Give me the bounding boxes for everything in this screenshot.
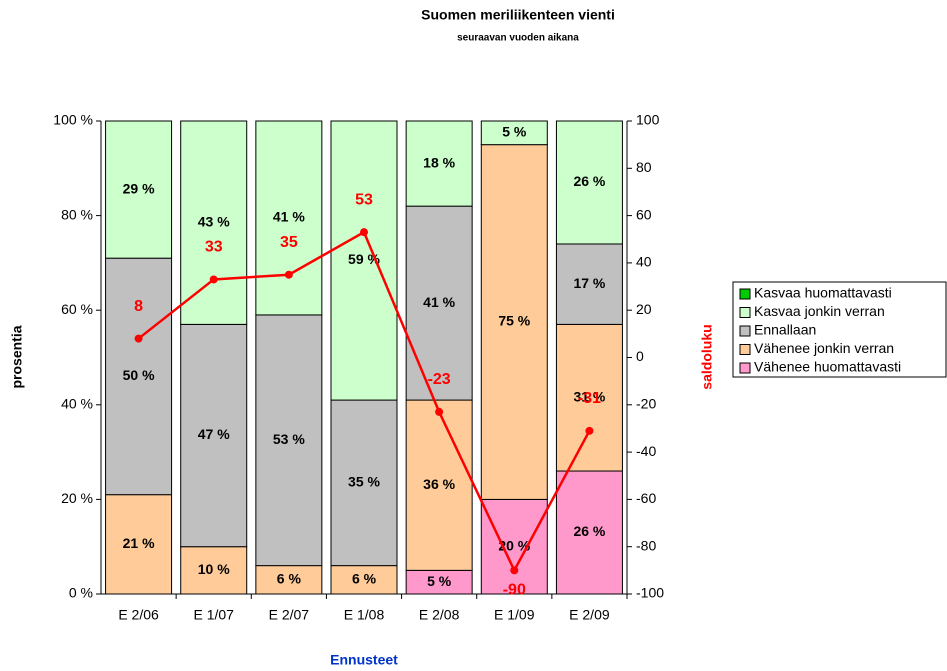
line-point <box>435 407 444 416</box>
legend-label: Kasvaa huomattavasti <box>754 285 892 301</box>
bar-value-label: 20 % <box>498 537 530 553</box>
y2-tick-label: 60 <box>636 206 652 222</box>
bar-value-label: 31 % <box>573 388 605 404</box>
y-tick-label: 80 % <box>61 206 93 222</box>
y2-tick-label: -20 <box>636 396 656 412</box>
line-value-label: 33 <box>205 239 223 256</box>
bar-value-label: 35 % <box>348 474 380 490</box>
legend-box <box>732 281 947 378</box>
chart-title: Suomen meriliikenteen vienti <box>421 7 615 23</box>
x-tick-label: E 2/07 <box>269 607 310 623</box>
bar-segment <box>555 470 623 595</box>
line-value-label: 53 <box>355 191 373 208</box>
legend-swatch <box>739 362 751 374</box>
y2-tick-label: 80 <box>636 159 652 175</box>
y-axis-title: prosentia <box>9 325 25 388</box>
x-tick-label: E 2/08 <box>419 607 460 623</box>
bar-segment <box>405 120 473 207</box>
bar-segment <box>405 399 473 571</box>
y2-tick-label: -40 <box>636 443 656 459</box>
y2-axis-title: saldoluku <box>699 324 715 389</box>
bar-value-label: 41 % <box>423 294 455 310</box>
legend-swatch <box>739 325 751 337</box>
bar-value-label: 6 % <box>352 571 377 587</box>
bar-segment <box>255 314 323 567</box>
bar-value-label: 36 % <box>423 476 455 492</box>
bar-value-label: 43 % <box>198 213 230 229</box>
bar-value-label: 18 % <box>423 154 455 170</box>
bar-value-label: 5 % <box>427 573 452 589</box>
legend-swatch <box>739 288 751 300</box>
line-value-label: 8 <box>134 298 143 315</box>
bar-segment <box>105 494 173 595</box>
line-value-label: -31 <box>578 390 601 407</box>
legend-swatch <box>739 344 751 355</box>
bar-value-label: 5 % <box>502 124 527 140</box>
y2-tick-label: 40 <box>636 254 652 270</box>
bar-segment <box>330 565 398 595</box>
bar-value-label: 75 % <box>498 313 530 329</box>
y2-tick-label: 0 <box>636 348 644 364</box>
y-tick-label: 40 % <box>61 396 93 412</box>
y-tick-label: 60 % <box>61 301 93 317</box>
bar-segment <box>180 120 248 325</box>
bar-segment <box>555 243 623 325</box>
legend-label: Kasvaa jonkin verran <box>754 303 885 319</box>
bar-segment <box>255 565 323 595</box>
bar-segment <box>405 205 473 401</box>
line-value-label: -23 <box>428 371 451 388</box>
y2-tick-label: -80 <box>636 537 656 553</box>
x-tick-label: E 1/08 <box>344 607 385 623</box>
line-point <box>284 270 293 279</box>
line-point <box>510 566 519 575</box>
bar-segment <box>480 498 548 595</box>
y2-tick-label: 100 <box>636 112 660 128</box>
y-tick-label: 0 % <box>69 585 93 601</box>
line-value-label: -90 <box>503 582 526 599</box>
bar-segment <box>555 120 623 245</box>
bar-segment <box>480 144 548 500</box>
line-point <box>360 228 368 237</box>
line-point <box>209 275 218 284</box>
bar-value-label: 29 % <box>123 180 155 196</box>
bar-value-label: 26 % <box>573 173 605 189</box>
line-value-label: 35 <box>280 234 298 251</box>
bar-segment <box>105 120 173 259</box>
bar-value-label: 17 % <box>573 275 605 291</box>
bar-value-label: 41 % <box>273 209 305 225</box>
y2-tick-label: -60 <box>636 490 656 506</box>
bar-value-label: 10 % <box>198 561 230 577</box>
bar-value-label: 21 % <box>123 535 155 551</box>
x-axis-title: Ennusteet <box>330 652 398 668</box>
bar-segment <box>480 120 548 146</box>
bar-segment <box>105 257 173 496</box>
bar-value-label: 47 % <box>198 426 230 442</box>
legend-label: Vähenee huomattavasti <box>754 359 901 375</box>
line-point <box>134 334 143 343</box>
bar-segment <box>330 120 398 401</box>
line-point <box>585 426 594 435</box>
bar-value-label: 26 % <box>573 523 605 539</box>
y2-tick-label: -100 <box>636 585 664 601</box>
bar-value-label: 53 % <box>273 431 305 447</box>
y-tick-label: 20 % <box>61 490 93 506</box>
legend-swatch <box>739 307 751 318</box>
bar-segment <box>555 323 623 472</box>
legend-label: Vähenee jonkin verran <box>754 340 894 356</box>
bar-segment <box>255 120 323 316</box>
x-tick-label: E 1/09 <box>494 607 535 623</box>
y-tick-label: 100 % <box>53 112 93 128</box>
chart-subtitle: seuraavan vuoden aikana <box>457 33 579 44</box>
bar-value-label: 50 % <box>123 367 155 383</box>
x-tick-label: E 2/06 <box>118 607 159 623</box>
x-tick-label: E 2/09 <box>569 607 610 623</box>
bar-value-label: 6 % <box>277 571 302 587</box>
x-tick-label: E 1/07 <box>193 607 234 623</box>
bar-segment <box>180 323 248 548</box>
y2-tick-label: 20 <box>636 301 652 317</box>
legend-label: Ennallaan <box>754 322 816 338</box>
